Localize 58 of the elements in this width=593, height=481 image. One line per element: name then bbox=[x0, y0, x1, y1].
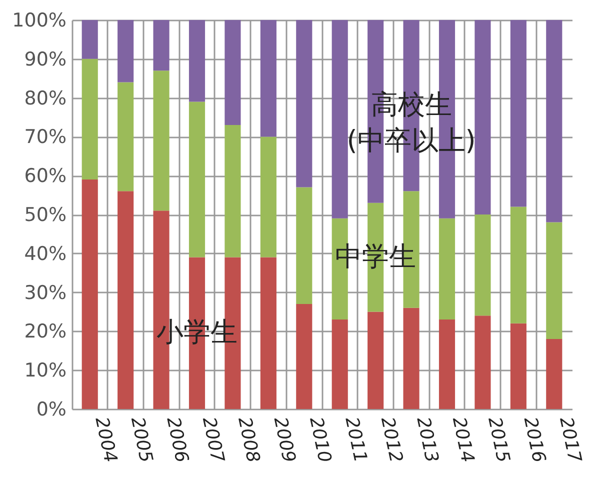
bar bbox=[546, 20, 562, 222]
y-tick-label: 70% bbox=[24, 126, 66, 148]
x-tick-label: 2008 bbox=[234, 415, 264, 464]
bar bbox=[474, 316, 491, 409]
bar bbox=[296, 20, 312, 188]
bar bbox=[153, 20, 170, 71]
y-tick-label: 0% bbox=[36, 398, 66, 420]
y-tick-label: 40% bbox=[24, 242, 66, 265]
bar bbox=[510, 20, 526, 207]
bar bbox=[546, 222, 562, 339]
bar bbox=[332, 20, 348, 218]
bar bbox=[82, 20, 98, 59]
x-tick-label: 2016 bbox=[519, 415, 550, 464]
bar bbox=[260, 257, 276, 409]
y-tick-label: 50% bbox=[24, 204, 66, 226]
bar bbox=[260, 20, 276, 137]
bar bbox=[118, 191, 134, 409]
bar bbox=[438, 218, 456, 320]
x-tick-label: 2007 bbox=[198, 415, 228, 465]
bar bbox=[474, 20, 491, 214]
y-tick-label: 10% bbox=[24, 360, 66, 382]
x-tick-label: 2014 bbox=[448, 415, 478, 464]
bar bbox=[82, 58, 98, 180]
bar bbox=[296, 304, 312, 409]
y-tick-label: 90% bbox=[24, 48, 66, 70]
bar bbox=[188, 102, 206, 258]
x-tick-label: 2011 bbox=[340, 415, 371, 464]
y-tick-label: 60% bbox=[24, 165, 66, 188]
x-tick-label: 2004 bbox=[90, 415, 121, 464]
bar bbox=[118, 82, 134, 192]
bar bbox=[368, 312, 384, 409]
x-tick-label: 2005 bbox=[126, 415, 157, 464]
bar bbox=[224, 125, 241, 258]
y-tick-label: 80% bbox=[24, 87, 66, 110]
bar bbox=[438, 320, 456, 409]
x-tick-label: 2010 bbox=[305, 415, 336, 464]
bar bbox=[403, 308, 420, 409]
bar bbox=[474, 214, 491, 316]
bar bbox=[82, 179, 98, 409]
y-tick-label: 20% bbox=[24, 320, 66, 343]
x-tick-label: 2012 bbox=[376, 415, 407, 464]
bar bbox=[188, 20, 206, 102]
x-tick-label: 2013 bbox=[412, 415, 442, 464]
x-tick-label: 2009 bbox=[269, 415, 300, 464]
bar bbox=[224, 20, 241, 126]
bar bbox=[510, 206, 526, 324]
bar bbox=[118, 20, 134, 82]
bar bbox=[296, 187, 312, 304]
x-tick-label: 2006 bbox=[162, 415, 192, 464]
bar bbox=[332, 320, 348, 409]
y-tick-label: 100% bbox=[12, 10, 66, 32]
bar bbox=[153, 70, 170, 211]
bar bbox=[546, 338, 562, 409]
bar bbox=[260, 136, 276, 258]
x-tick-label: 2017 bbox=[555, 415, 586, 465]
x-tick-label: 2015 bbox=[484, 415, 514, 464]
bar bbox=[510, 323, 526, 409]
y-tick-label: 30% bbox=[24, 282, 66, 304]
